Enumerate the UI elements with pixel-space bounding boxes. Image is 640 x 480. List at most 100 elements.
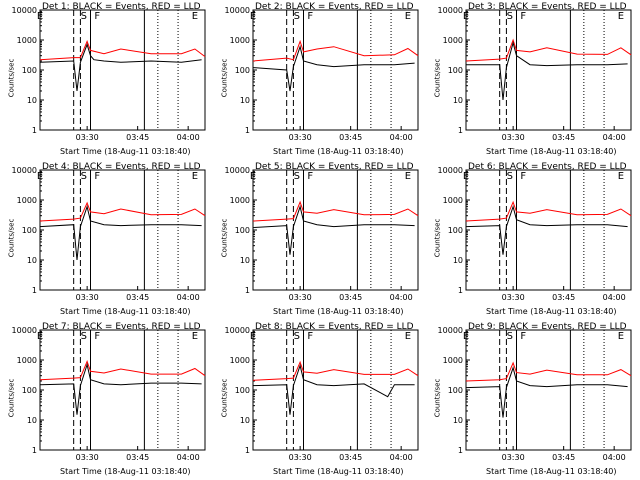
x-tick-label: 04:00	[177, 453, 200, 462]
events-series-line	[465, 204, 628, 255]
x-tick-label: 04:00	[390, 293, 413, 302]
y-tick-label: 10	[453, 96, 463, 105]
event-marker-label: F	[307, 331, 313, 342]
event-marker-label: S	[294, 331, 300, 342]
x-tick-label: 03:30	[289, 293, 312, 302]
x-tick-label: 03:30	[289, 453, 312, 462]
event-marker-label: E	[405, 171, 411, 182]
detector-panel-2: 11010010001000003:3003:4504:0004:1504:30…	[213, 0, 426, 160]
plot-svg: 11010010001000003:3003:4504:0004:1504:30…	[225, 6, 419, 142]
x-tick-label: 03:45	[552, 133, 575, 142]
y-axis-label: Counts/sec	[433, 218, 442, 258]
y-tick-label: 100	[22, 386, 37, 395]
y-axis-label: Counts/sec	[220, 58, 229, 98]
lld-series-line	[39, 201, 206, 222]
plot-svg: 11010010001000003:3003:4504:0004:1504:30…	[438, 6, 632, 142]
event-marker-label: F	[520, 11, 526, 22]
panel-title: Det 2: BLACK = Events, RED = LLD	[255, 2, 414, 12]
x-tick-label: 03:45	[552, 293, 575, 302]
events-series-line	[39, 43, 202, 92]
plot-frame	[465, 329, 632, 451]
x-axis-label: Start Time (18-Aug-11 03:18:40)	[60, 467, 191, 476]
x-tick-label: 04:00	[390, 133, 413, 142]
x-tick-label: 03:30	[502, 293, 525, 302]
detector-panel-9: 11010010001000003:3003:4504:0004:1504:30…	[426, 320, 639, 480]
y-tick-label: 10000	[225, 6, 250, 15]
event-marker-label: E	[250, 171, 256, 182]
plot-frame	[252, 329, 419, 451]
event-marker-label: F	[94, 11, 100, 22]
y-tick-label: 1000	[230, 356, 250, 365]
detector-panel-8: 11010010001000003:3003:4504:0004:1504:30…	[213, 320, 426, 480]
y-tick-label: 10	[240, 256, 250, 265]
y-tick-label: 1	[245, 126, 250, 135]
event-marker-label: E	[192, 331, 198, 342]
event-marker-label: E	[37, 331, 43, 342]
plot-svg: 11010010001000003:3003:4504:0004:1504:30…	[12, 326, 206, 462]
x-tick-label: 04:00	[603, 453, 626, 462]
lld-series-line	[252, 39, 419, 62]
event-marker-label: E	[37, 11, 43, 22]
panel-title: Det 6: BLACK = Events, RED = LLD	[468, 162, 627, 172]
y-tick-label: 1	[32, 286, 37, 295]
event-marker-label: E	[250, 331, 256, 342]
y-tick-label: 10	[453, 416, 463, 425]
panel-title: Det 4: BLACK = Events, RED = LLD	[42, 162, 201, 172]
x-tick-label: 03:30	[502, 133, 525, 142]
x-tick-label: 03:30	[76, 133, 99, 142]
detector-panel-3: 11010010001000003:3003:4504:0004:1504:30…	[426, 0, 639, 160]
x-tick-label: 03:30	[289, 133, 312, 142]
y-tick-label: 10000	[438, 166, 463, 175]
x-tick-label: 03:45	[126, 293, 149, 302]
y-axis-label: Counts/sec	[7, 378, 16, 418]
events-series-line	[39, 362, 202, 415]
y-axis-label: Counts/sec	[220, 378, 229, 418]
panel-title: Det 8: BLACK = Events, RED = LLD	[255, 322, 414, 332]
plot-svg: 11010010001000003:3003:4504:0004:1504:30…	[438, 326, 632, 462]
events-series-line	[39, 204, 202, 261]
y-tick-label: 1	[458, 126, 463, 135]
y-tick-label: 1	[458, 286, 463, 295]
y-tick-label: 10	[240, 96, 250, 105]
y-tick-label: 1	[245, 446, 250, 455]
y-tick-label: 100	[448, 66, 463, 75]
panel-title: Det 5: BLACK = Events, RED = LLD	[255, 162, 414, 172]
x-tick-label: 04:00	[177, 133, 200, 142]
events-series-line	[252, 44, 415, 92]
events-series-line	[252, 363, 415, 415]
x-axis-label: Start Time (18-Aug-11 03:18:40)	[486, 467, 617, 476]
y-tick-label: 10	[27, 416, 37, 425]
plot-frame	[39, 329, 206, 451]
detector-panel-5: 11010010001000003:3003:4504:0004:1504:30…	[213, 160, 426, 320]
event-marker-label: F	[94, 331, 100, 342]
y-tick-label: 1	[32, 446, 37, 455]
event-marker-label: E	[463, 11, 469, 22]
x-tick-label: 03:45	[126, 133, 149, 142]
x-tick-label: 03:30	[502, 453, 525, 462]
panel-title: Det 7: BLACK = Events, RED = LLD	[42, 322, 201, 332]
y-tick-label: 1000	[230, 196, 250, 205]
event-marker-label: E	[618, 171, 624, 182]
panel-title: Det 3: BLACK = Events, RED = LLD	[468, 2, 627, 12]
y-axis-label: Counts/sec	[7, 58, 16, 98]
lld-series-line	[252, 360, 419, 381]
y-tick-label: 1	[32, 126, 37, 135]
x-tick-label: 03:30	[76, 293, 99, 302]
y-tick-label: 1000	[443, 36, 463, 45]
detector-panel-4: 11010010001000003:3003:4504:0004:1504:30…	[0, 160, 213, 320]
x-tick-label: 03:30	[76, 453, 99, 462]
y-tick-label: 10000	[225, 166, 250, 175]
x-axis-label: Start Time (18-Aug-11 03:18:40)	[273, 147, 404, 156]
detector-panel-7: 11010010001000003:3003:4504:0004:1504:30…	[0, 320, 213, 480]
plot-svg: 11010010001000003:3003:4504:0004:1504:30…	[438, 166, 632, 302]
y-tick-label: 10	[27, 96, 37, 105]
event-marker-label: E	[250, 11, 256, 22]
y-tick-label: 10	[27, 256, 37, 265]
events-series-line	[466, 40, 628, 101]
x-axis-label: Start Time (18-Aug-11 03:18:40)	[60, 307, 191, 316]
plot-svg: 11010010001000003:3003:4504:0004:1504:30…	[12, 166, 206, 302]
event-marker-label: E	[405, 11, 411, 22]
event-marker-label: E	[37, 171, 43, 182]
event-marker-label: S	[507, 11, 513, 22]
